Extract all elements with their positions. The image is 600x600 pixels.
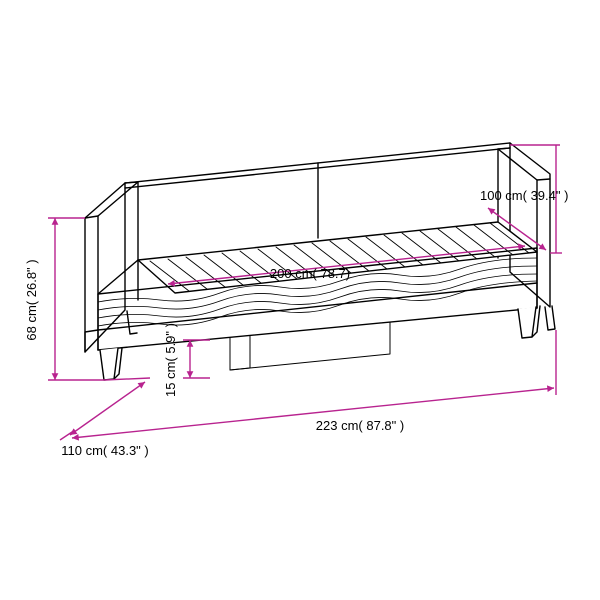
label-depth-inner: 100 cm( 39.4" ) <box>480 188 568 203</box>
label-length-inner: 200 cm( 78.7) <box>270 266 350 281</box>
label-length-total: 223 cm( 87.8" ) <box>316 418 404 433</box>
label-height-total: 68 cm( 26.8" ) <box>24 259 39 340</box>
furniture-outline <box>85 143 555 380</box>
daybed-dimension-diagram: 68 cm( 26.8" ) 15 cm( 5.9" ) 110 cm( 43.… <box>0 0 600 600</box>
label-height-leg: 15 cm( 5.9" ) <box>163 323 178 397</box>
label-depth-total: 110 cm( 43.3" ) <box>61 443 148 458</box>
